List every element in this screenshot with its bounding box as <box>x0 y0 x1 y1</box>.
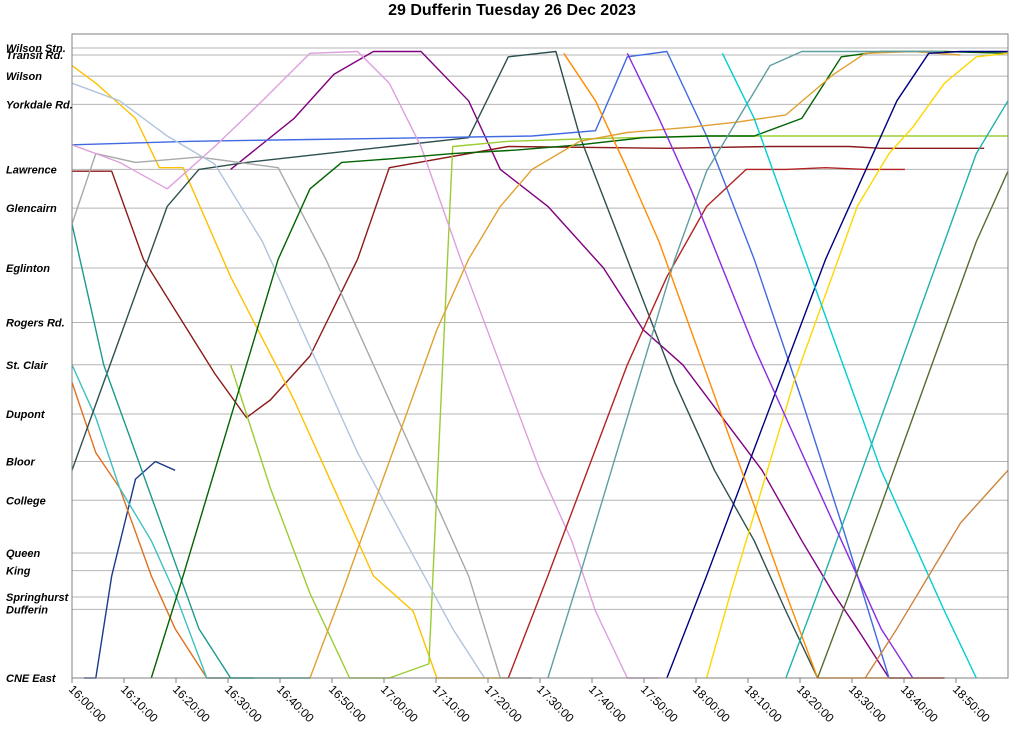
x-tick-label: 17:20:00 <box>482 682 525 725</box>
stop-label: St. Clair <box>6 360 48 372</box>
x-tick-label: 16:00:00 <box>66 682 109 725</box>
x-tick-label: 18:00:00 <box>690 682 733 725</box>
vehicle-trip-line <box>71 50 945 679</box>
stop-label: King <box>6 566 31 578</box>
vehicle-trip-line <box>666 50 1008 679</box>
x-tick-label: 17:50:00 <box>638 682 681 725</box>
vehicle-trip-line <box>72 145 985 419</box>
x-tick-label: 16:20:00 <box>170 682 213 725</box>
x-tick-label: 16:50:00 <box>326 682 369 725</box>
vehicle-trip-line <box>864 469 1009 679</box>
x-tick-label: 18:30:00 <box>846 682 889 725</box>
stop-label: Bloor <box>6 457 35 469</box>
stop-label: CNE East <box>6 673 57 685</box>
vehicle-trip-line <box>309 50 961 679</box>
vehicle-trip-line <box>816 170 1009 679</box>
stop-label: Glencairn <box>6 203 57 215</box>
vehicle-trip-line <box>721 52 977 679</box>
x-tick-label: 18:20:00 <box>794 682 837 725</box>
stop-label: Dufferin <box>6 604 48 616</box>
vehicle-trip-line <box>626 52 914 679</box>
stop-label: Queen <box>6 548 41 560</box>
plot-frame <box>71 33 1009 683</box>
gridlines <box>72 47 1008 679</box>
vehicle-trip-line <box>150 50 1009 679</box>
series-lines <box>71 50 1009 679</box>
stop-label: Wilson <box>6 71 42 83</box>
stop-label: Dupont <box>6 409 46 421</box>
stop-label: Yorkdale Rd. <box>6 99 73 111</box>
stop-label: Transit Rd. <box>6 50 63 62</box>
vehicle-trip-line <box>229 135 1008 679</box>
vehicle-trip-line <box>71 82 486 679</box>
time-tick-labels: 16:00:00 16:10:00 16:20:00 16:30:00 16:40:00… <box>66 682 993 725</box>
stop-label: Eglinton <box>6 263 50 275</box>
x-tick-label: 17:10:00 <box>430 682 473 725</box>
stop-label: Rogers Rd. <box>6 318 65 330</box>
vehicle-trip-line <box>71 152 533 679</box>
vehicle-trip-line <box>230 50 945 679</box>
x-tick-label: 18:40:00 <box>898 682 941 725</box>
stop-label: Springhurst <box>6 592 70 604</box>
x-tick-label: 17:30:00 <box>534 682 577 725</box>
chart-title: 29 Dufferin Tuesday 26 Dec 2023 <box>388 2 636 19</box>
vehicle-trip-line <box>705 52 1009 679</box>
vehicle-trip-line <box>71 382 231 679</box>
x-tick-label: 18:50:00 <box>950 682 993 725</box>
vehicle-trip-line <box>71 364 255 679</box>
vehicle-trip-line <box>71 50 659 679</box>
x-tick-label: 16:10:00 <box>118 682 161 725</box>
x-tick-label: 18:10:00 <box>742 682 785 725</box>
stop-label: College <box>6 495 46 507</box>
x-tick-label: 16:30:00 <box>222 682 265 725</box>
plot-border <box>71 33 1009 679</box>
vehicle-trip-line <box>507 167 905 679</box>
vehicle-trip-line <box>71 50 819 679</box>
stop-label: Wilson Stn. <box>6 43 66 55</box>
stop-label: Lawrence <box>6 164 57 176</box>
vehicle-trip-line <box>547 50 945 679</box>
x-tick-label: 16:40:00 <box>274 682 317 725</box>
vehicle-trip-line <box>785 100 1009 679</box>
x-tick-label: 17:00:00 <box>378 682 421 725</box>
stop-labels: Wilson Stn.Transit Rd. Wilson Yorkdale Rd.… <box>6 43 73 685</box>
x-tick-label: 17:40:00 <box>586 682 629 725</box>
